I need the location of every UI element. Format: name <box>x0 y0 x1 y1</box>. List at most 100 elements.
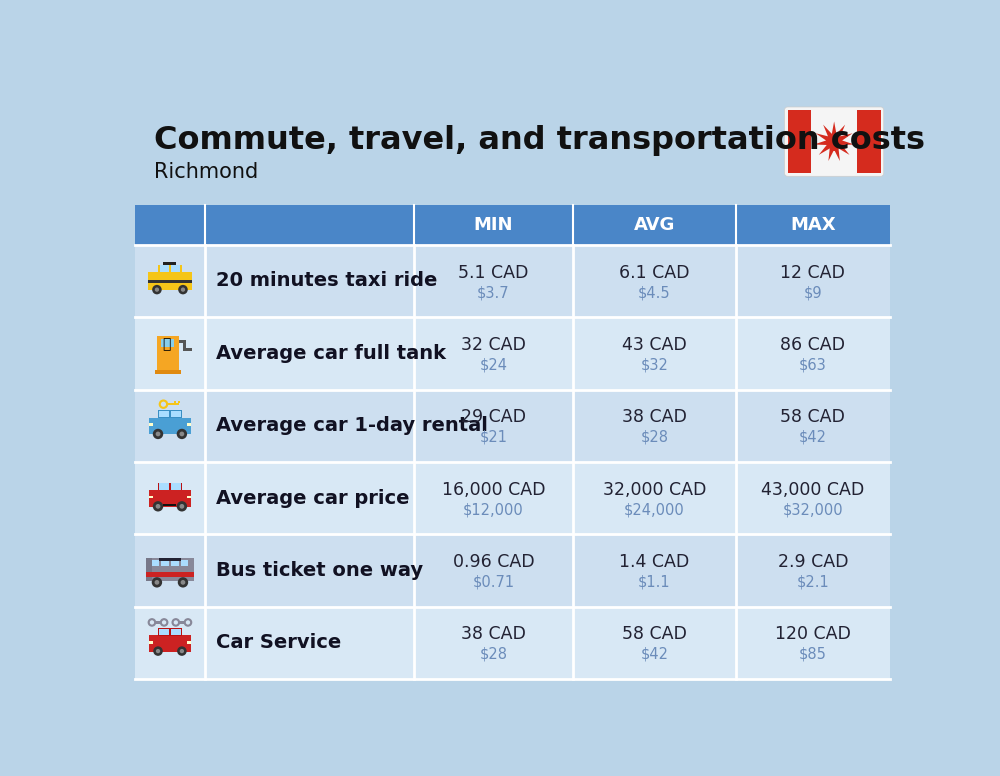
Bar <box>187 423 191 426</box>
Circle shape <box>184 618 192 627</box>
Text: $32: $32 <box>640 358 668 372</box>
Circle shape <box>156 649 160 653</box>
Bar <box>171 483 181 490</box>
Text: Car Service: Car Service <box>216 633 341 653</box>
Bar <box>187 496 191 498</box>
Bar <box>135 535 890 607</box>
Text: 43 CAD: 43 CAD <box>622 336 687 354</box>
Bar <box>160 265 169 272</box>
Bar <box>174 621 189 624</box>
Bar <box>171 411 181 417</box>
Bar <box>149 496 153 498</box>
Bar <box>187 641 191 644</box>
Text: $32,000: $32,000 <box>782 502 843 517</box>
Bar <box>163 504 176 506</box>
Bar <box>146 558 152 581</box>
Text: 32 CAD: 32 CAD <box>461 336 526 354</box>
Bar <box>171 265 180 272</box>
Text: Average car price: Average car price <box>216 489 409 508</box>
Text: MIN: MIN <box>474 216 513 234</box>
Text: MAX: MAX <box>790 216 836 234</box>
Circle shape <box>153 501 163 511</box>
Text: $21: $21 <box>480 430 508 445</box>
Bar <box>149 423 153 426</box>
Bar <box>158 411 182 418</box>
Bar <box>148 280 192 282</box>
Text: $42: $42 <box>640 647 668 662</box>
Circle shape <box>150 620 154 625</box>
Bar <box>149 417 191 435</box>
Bar <box>135 317 890 390</box>
Circle shape <box>155 287 159 292</box>
Text: $0.71: $0.71 <box>472 574 515 590</box>
Text: 💧: 💧 <box>163 337 171 351</box>
Circle shape <box>179 504 184 509</box>
Bar <box>158 629 182 636</box>
Bar <box>155 369 181 374</box>
Bar <box>159 629 169 635</box>
Bar <box>183 348 192 351</box>
FancyBboxPatch shape <box>785 107 884 176</box>
Text: 58 CAD: 58 CAD <box>780 408 845 426</box>
Bar <box>146 576 194 577</box>
Bar <box>152 559 159 566</box>
Bar <box>149 641 153 644</box>
Text: $24,000: $24,000 <box>624 502 685 517</box>
Bar <box>150 621 166 624</box>
Text: $4.5: $4.5 <box>638 285 671 300</box>
Bar <box>149 636 191 652</box>
Bar <box>158 483 182 490</box>
Circle shape <box>160 618 168 627</box>
Bar <box>148 272 192 289</box>
Bar <box>149 490 191 507</box>
Text: 120 CAD: 120 CAD <box>775 625 851 643</box>
Text: 2.9 CAD: 2.9 CAD <box>778 553 848 571</box>
Bar <box>857 110 881 173</box>
Bar <box>135 390 890 462</box>
Bar <box>159 483 169 490</box>
Circle shape <box>156 431 160 436</box>
Circle shape <box>152 577 162 587</box>
Text: 58 CAD: 58 CAD <box>622 625 687 643</box>
Text: $9: $9 <box>804 285 822 300</box>
Text: Average car full tank: Average car full tank <box>216 344 446 363</box>
Bar <box>135 462 890 535</box>
Circle shape <box>181 580 185 585</box>
Text: $24: $24 <box>480 358 508 372</box>
Circle shape <box>155 580 159 585</box>
Text: AVG: AVG <box>634 216 675 234</box>
Circle shape <box>177 429 187 439</box>
Text: $85: $85 <box>799 647 827 662</box>
Text: 5.1 CAD: 5.1 CAD <box>458 264 529 282</box>
Circle shape <box>179 431 184 436</box>
Bar <box>163 262 176 265</box>
Bar <box>135 244 890 317</box>
Bar <box>171 629 181 635</box>
Text: Commute, travel, and transportation costs: Commute, travel, and transportation cost… <box>154 126 925 156</box>
Text: 20 minutes taxi ride: 20 minutes taxi ride <box>216 272 437 290</box>
Bar <box>159 558 181 562</box>
Circle shape <box>180 649 184 653</box>
Polygon shape <box>814 121 854 161</box>
Bar <box>183 340 186 348</box>
Text: 38 CAD: 38 CAD <box>461 625 526 643</box>
Bar <box>159 411 169 417</box>
Circle shape <box>148 618 156 627</box>
Text: $63: $63 <box>799 358 827 372</box>
Text: $3.7: $3.7 <box>477 285 510 300</box>
Text: $12,000: $12,000 <box>463 502 524 517</box>
Circle shape <box>177 501 187 511</box>
Text: Richmond: Richmond <box>154 162 259 182</box>
Text: 38 CAD: 38 CAD <box>622 408 687 426</box>
Bar <box>161 339 174 347</box>
Text: 1.4 CAD: 1.4 CAD <box>619 553 689 571</box>
Text: 32,000 CAD: 32,000 CAD <box>603 480 706 499</box>
Text: 86 CAD: 86 CAD <box>780 336 845 354</box>
Bar <box>179 341 184 343</box>
Text: 43,000 CAD: 43,000 CAD <box>761 480 864 499</box>
Text: Bus ticket one way: Bus ticket one way <box>216 561 423 580</box>
Bar <box>167 403 179 405</box>
Text: $2.1: $2.1 <box>796 574 829 590</box>
Bar <box>135 607 890 679</box>
Text: 6.1 CAD: 6.1 CAD <box>619 264 690 282</box>
